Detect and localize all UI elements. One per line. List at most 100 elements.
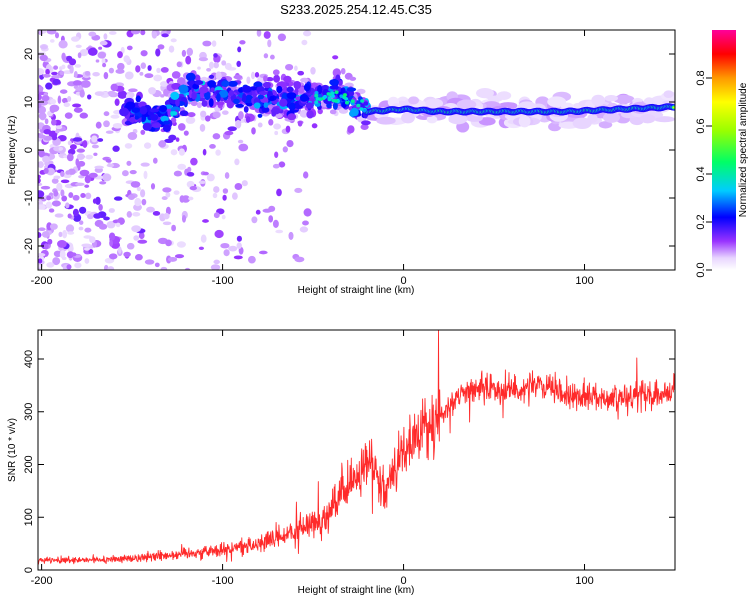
spectrogram-cell xyxy=(49,105,56,114)
spectrogram-cell xyxy=(257,122,263,128)
spectrogram-cell xyxy=(376,116,396,125)
spectrogram-cell xyxy=(51,119,57,126)
spectrogram-cell xyxy=(103,111,110,117)
spectrogram-cell xyxy=(173,190,180,195)
spectrogram-cell xyxy=(159,104,168,113)
spectrogram-cell xyxy=(272,163,280,169)
spectrogram-cell xyxy=(297,70,305,76)
spectrogram-cell xyxy=(227,126,237,132)
spectrogram-cell xyxy=(42,73,51,78)
spectrogram-cell xyxy=(196,102,202,109)
spectrogram-cell xyxy=(95,121,102,129)
spectrogram-cell xyxy=(149,108,160,113)
spectrogram-cell xyxy=(91,135,98,143)
spectrogram-cell xyxy=(236,242,242,249)
spectrogram-cell xyxy=(247,255,256,264)
spectrogram-cell xyxy=(285,125,291,133)
spectrogram-cell xyxy=(223,249,230,257)
spectrogram-cell xyxy=(257,94,265,100)
spectrogram-cell xyxy=(178,148,186,156)
spectrogram-cell xyxy=(496,91,512,100)
spectrogram-cell xyxy=(170,117,177,124)
spectrogram-cell xyxy=(85,154,93,160)
spectrogram-cell xyxy=(61,64,66,70)
spectrogram-cell xyxy=(226,100,235,109)
spectrogram-cell xyxy=(106,163,115,168)
spectrogram-cell xyxy=(51,75,61,79)
spectrogram-cell xyxy=(139,71,144,76)
spectrogram-cell xyxy=(57,95,62,104)
y-tick-label: -20 xyxy=(23,238,35,254)
spectrogram-cell xyxy=(109,239,113,247)
spectrogram-cell xyxy=(134,115,139,120)
colorbar-tick-label: 0.2 xyxy=(695,214,707,229)
spectrogram-cell xyxy=(270,54,275,60)
spectrogram-cell xyxy=(221,80,230,87)
spectrogram-cell xyxy=(224,62,232,70)
spectrogram-cell xyxy=(202,148,207,156)
spectrogram-cell xyxy=(346,87,357,92)
spectrogram-cell xyxy=(242,93,247,103)
spectrogram-cell xyxy=(294,187,303,193)
x-tick-label: 0 xyxy=(400,275,406,287)
spectrogram-cell xyxy=(219,89,229,98)
spectrogram-cell xyxy=(401,112,415,124)
spectrogram-cell xyxy=(278,161,286,168)
spectrogram-cell xyxy=(251,216,258,224)
y-tick-label: 0 xyxy=(23,147,35,153)
spectrogram-cell xyxy=(237,111,244,120)
spectrogram-cell xyxy=(216,93,221,102)
spectrogram-cell xyxy=(224,130,234,136)
spectrogram-cell xyxy=(206,67,212,72)
spectrogram-cell xyxy=(140,62,147,69)
spectrogram-cell xyxy=(103,264,109,270)
spectrogram-cell xyxy=(604,95,619,102)
spectrogram-cell xyxy=(215,101,225,106)
spectrogram-cell xyxy=(173,170,182,177)
spectrogram-cell xyxy=(273,123,281,130)
spectrogram-cell xyxy=(276,85,283,94)
spectrogram-cell xyxy=(572,117,592,129)
spectrogram-cell xyxy=(131,225,141,233)
spectrogram-cell xyxy=(44,161,49,166)
spectrogram-cell xyxy=(38,232,42,238)
spectrogram-cell xyxy=(84,175,91,184)
spectrogram-cell xyxy=(159,81,169,87)
spectrogram-cell xyxy=(60,189,65,197)
spectrogram-cell xyxy=(167,256,178,262)
spectrogram-cell xyxy=(345,100,349,105)
spectrogram-cell xyxy=(70,36,80,42)
spectrogram-plot-area xyxy=(38,30,675,270)
spectrogram-cell xyxy=(135,95,141,103)
spectrogram-cell xyxy=(108,67,115,74)
y-tick-label: 10 xyxy=(23,96,35,108)
spectrogram-cell xyxy=(48,208,55,213)
spectrogram-cell xyxy=(185,72,196,82)
spectrogram-cell xyxy=(53,250,62,258)
spectrogram-cell xyxy=(60,179,70,184)
spectrogram-cell xyxy=(190,157,198,166)
spectrogram-cell xyxy=(103,120,110,128)
spectrogram-cell xyxy=(228,245,238,252)
spectrogram-cell xyxy=(124,143,133,149)
spectrogram-cell xyxy=(53,175,61,180)
spectrogram-cell xyxy=(283,75,292,83)
spectrogram-cell xyxy=(310,67,316,75)
spectrogram-cell xyxy=(45,82,53,90)
spectrogram-cell xyxy=(84,247,90,251)
spectrogram-cell xyxy=(286,92,297,100)
spectrogram-cell xyxy=(331,98,336,103)
spectrogram-cell xyxy=(274,113,283,119)
spectrogram-cell xyxy=(288,102,297,110)
spectrogram-cell xyxy=(134,197,142,207)
spectrogram-cell xyxy=(426,115,438,124)
figure-title: S233.2025.254.12.45.C35 xyxy=(280,2,432,17)
spectrogram-cell xyxy=(43,243,49,250)
spectrogram-cell xyxy=(334,90,339,94)
spectrogram-cell xyxy=(198,246,205,250)
spectrogram-cell xyxy=(202,40,212,47)
spectrogram-cell xyxy=(201,100,208,107)
spectrogram-cell xyxy=(185,55,192,65)
spectrogram-cell xyxy=(234,183,243,190)
